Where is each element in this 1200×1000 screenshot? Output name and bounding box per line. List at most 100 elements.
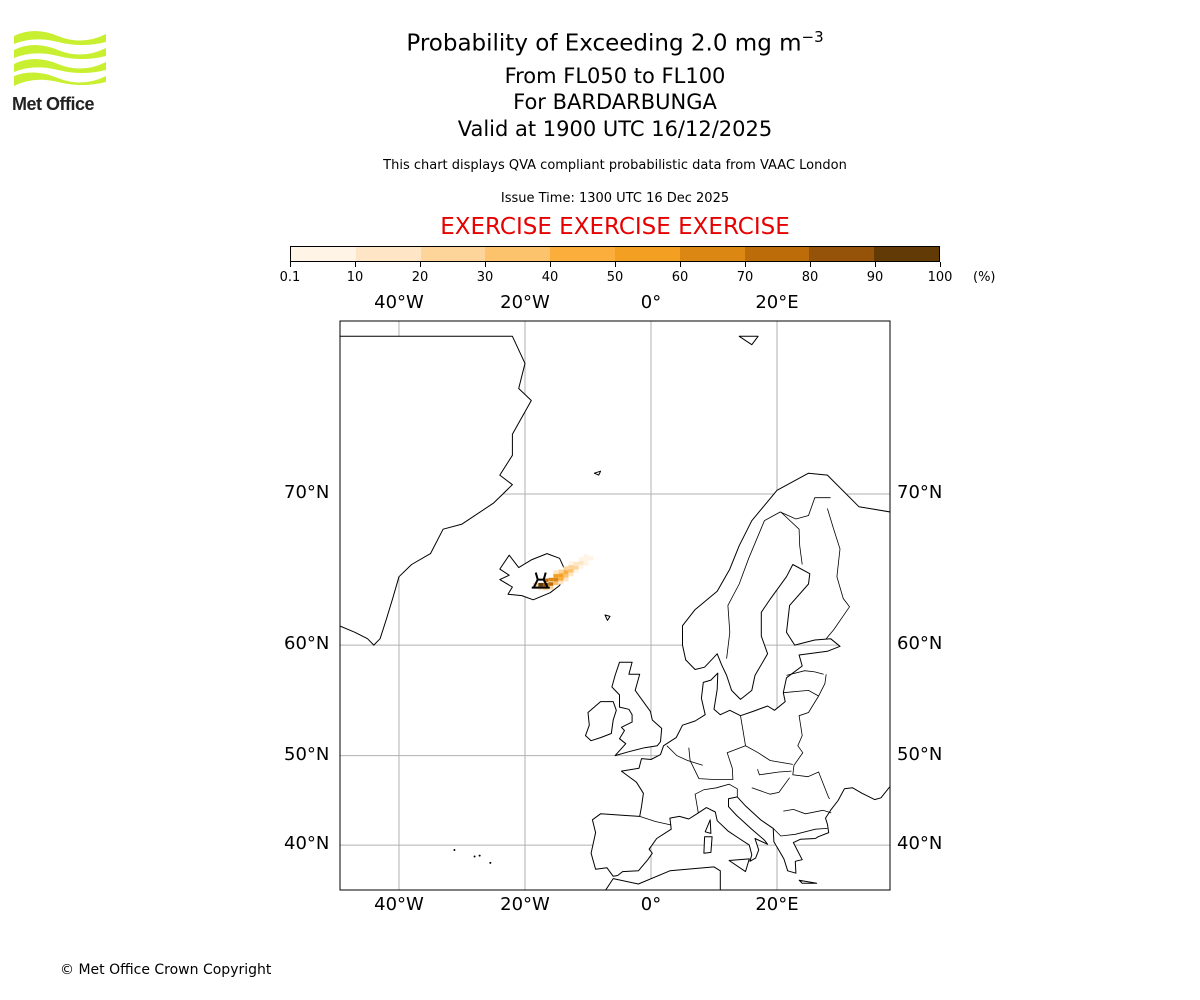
plume-cell [553,577,559,582]
chart-title: Probability of Exceeding 2.0 mg m−3 [0,28,1200,57]
plume-cell [563,570,569,575]
plume-cell [558,569,564,574]
plume-cell [573,561,579,566]
plume-cell [548,582,554,586]
colorbar-bin [550,247,615,261]
colorbar-label: 60 [671,270,689,285]
volcano-name: For BARDARBUNGA [513,90,717,114]
colorbar-bin [420,247,486,261]
plume-cell [583,557,589,562]
plume-cell [558,577,564,581]
colorbar-tick [420,262,421,267]
colorbar-tick [615,262,616,267]
colorbar-bin [291,247,356,261]
title-text: Probability of Exceeding 2.0 mg m [406,30,802,57]
country-border [726,497,831,659]
country-border [783,808,832,815]
plume-cell [578,564,584,569]
plume-cell [568,568,574,573]
plume-cell [573,565,579,570]
colorbar-label: 0.1 [279,270,301,285]
colorbar-unit: (%) [973,270,996,285]
plume-cell [568,572,574,577]
met-office-logo: Met Office [12,30,112,115]
plume-cell [578,557,584,562]
latitude-label: 50°N [897,743,943,765]
colorbar-label: 10 [346,270,364,285]
azores-island [453,848,456,851]
country-border [751,777,790,795]
plume-cell [553,581,559,586]
logo-text: Met Office [12,94,95,114]
plume-cell [563,566,569,571]
country-border [783,689,819,697]
country-border [740,715,793,765]
flight-levels: From FL050 to FL100 [504,64,726,88]
colorbar-label: 90 [866,270,884,285]
plume-cell [548,577,554,582]
plume-cell [563,577,569,582]
coastline-faroe [604,614,611,621]
longitude-label: 40°W [374,894,424,915]
map-frame [339,320,891,891]
colorbar-label: 40 [541,270,559,285]
plume-cell [568,564,574,569]
coastline-africa [605,866,721,890]
coastline-greenland [340,335,532,646]
latitude-label: 60°N [897,633,943,655]
colorbar-bin [485,247,551,261]
colorbar-tick [290,262,291,267]
latitude-label: 60°N [284,633,330,655]
plume-cell [588,556,594,561]
longitude-label: 20°E [755,292,799,313]
longitude-label: 20°W [500,894,550,915]
longitude-label: 20°W [500,292,550,313]
coastline-sardinia [703,836,713,854]
latitude-label: 40°N [284,833,330,855]
colorbar-label: 100 [927,270,953,285]
plume-cell [553,570,559,575]
volcano-symbol [531,572,550,589]
coastline-sicily [728,858,750,873]
colorbar-bin [874,247,939,261]
exercise-banner: EXERCISE EXERCISE EXERCISE [440,214,790,240]
plume-cell [553,574,559,578]
azores-island [478,854,481,857]
coastline-ireland [585,701,617,742]
colorbar-label: 30 [476,270,494,285]
plume-cell [563,574,569,578]
country-border [792,674,831,800]
country-border [688,745,746,780]
plume-cell [558,580,564,585]
colorbar-bin [614,247,680,261]
issue-time: Issue Time: 1300 UTC 16 Dec 2025 [500,191,730,206]
plume-cell [538,582,544,587]
coastline-crete [798,879,818,884]
colorbar-tick [940,262,941,267]
subtitle: This chart displays QVA compliant probab… [383,158,847,173]
longitude-label: 0° [640,292,662,313]
plume-cell [583,554,589,558]
plume-cell [558,573,564,578]
colorbar-tick [485,262,486,267]
colorbar-tick [875,262,876,267]
colorbar-tick [745,262,746,267]
colorbar-tick [680,262,681,267]
title-superscript: −3 [801,28,824,46]
coastline-janmayen [593,470,602,476]
longitude-label: 40°W [374,292,424,313]
country-border [666,745,703,766]
valid-time: Valid at 1900 UTC 16/12/2025 [457,117,773,141]
copyright: © Met Office Crown Copyright [60,962,272,978]
plume-cell [543,578,549,583]
coastline-corsica [704,819,712,834]
azores-island [489,861,492,864]
colorbar-label: 20 [411,270,429,285]
latitude-label: 40°N [897,833,943,855]
country-border [786,670,824,676]
coastline-gb [611,661,663,757]
colorbar-label: 80 [801,270,819,285]
country-border [825,508,850,639]
colorbar-tick [810,262,811,267]
